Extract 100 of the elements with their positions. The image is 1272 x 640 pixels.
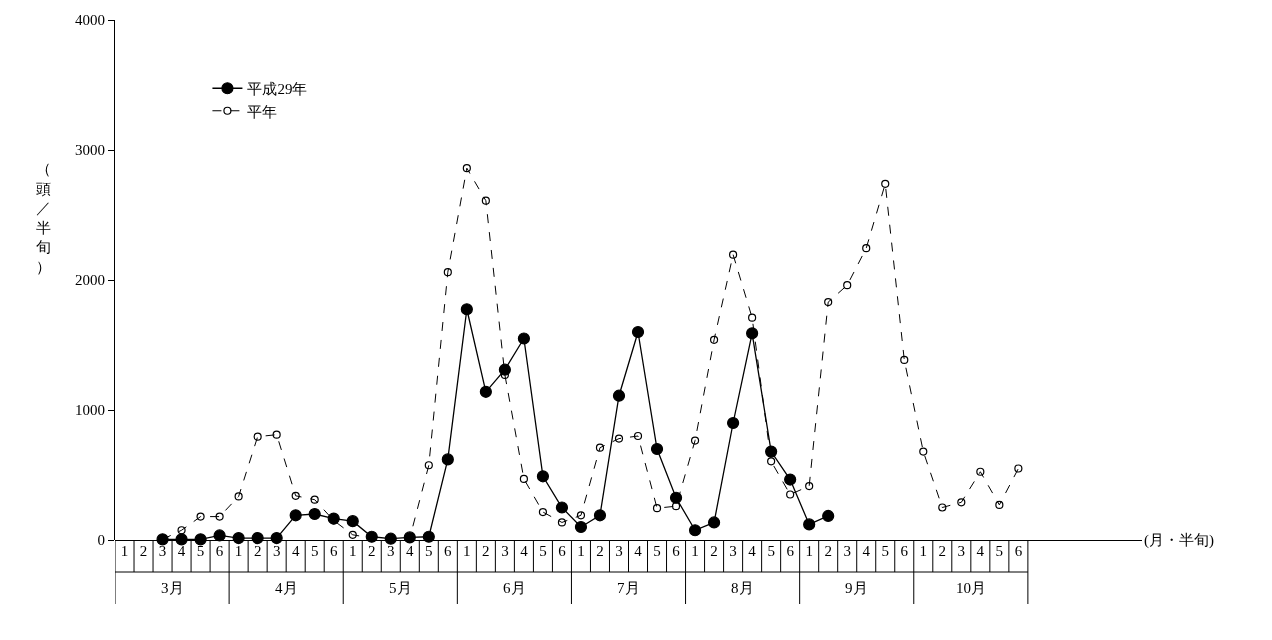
text: 4月: [275, 580, 298, 596]
x-tick-label: 5: [539, 543, 547, 559]
x-tick-label: 1: [919, 543, 928, 559]
point: [308, 507, 321, 521]
point: [310, 495, 319, 504]
x-tick-label: 5: [995, 543, 1004, 559]
x-tick-label: 5: [881, 543, 889, 559]
point: [690, 436, 700, 445]
x-tick-label: 1: [805, 543, 813, 559]
point: [177, 526, 186, 535]
x-tick-label: 3: [957, 543, 966, 559]
point: [213, 529, 226, 542]
x-tick-label: 5: [425, 543, 433, 559]
x-tick-label: 1: [120, 543, 129, 559]
x-tick-label: 5: [767, 543, 775, 559]
text: 6月: [503, 580, 526, 596]
point: [422, 530, 435, 543]
x-tick-label: 2: [938, 543, 947, 559]
point: [748, 313, 757, 322]
point: [441, 453, 454, 466]
point: [803, 518, 816, 531]
point: [805, 481, 814, 491]
point: [746, 327, 759, 340]
point: [460, 303, 473, 316]
x-tick-label: 2: [482, 543, 490, 559]
point: [576, 511, 586, 520]
point: [479, 385, 492, 398]
x-tick-label: 6: [1014, 543, 1023, 559]
point: [631, 325, 645, 339]
point: [481, 196, 490, 205]
y-tick-label: 3000: [75, 142, 105, 159]
point: [957, 498, 966, 507]
x-tick-label: 5: [196, 543, 205, 559]
x-tick-label: 6: [215, 543, 224, 559]
point: [291, 491, 300, 500]
point: [729, 250, 738, 259]
point: [536, 470, 550, 483]
point: [348, 530, 357, 539]
point: [707, 516, 721, 529]
point: [822, 509, 835, 523]
point: [786, 490, 795, 499]
point: [862, 244, 871, 253]
x-tick-label: 1: [234, 543, 243, 559]
text: 9月: [845, 580, 868, 596]
x-tick-label: 5: [653, 543, 661, 559]
y-axis-title: （頭／半旬）: [36, 161, 51, 275]
point: [424, 461, 433, 470]
x-tick-label: 4: [291, 543, 300, 559]
point: [272, 430, 281, 439]
point: [194, 533, 207, 546]
point: [652, 504, 662, 513]
point: [462, 164, 471, 173]
point: [881, 179, 890, 188]
point: [593, 509, 607, 522]
point: [671, 502, 681, 511]
point: [270, 531, 283, 545]
x-tick-label: 6: [900, 543, 909, 559]
text: 5月: [389, 580, 412, 596]
point: [519, 474, 528, 483]
point: [538, 507, 548, 517]
x-tick-label: 1: [348, 543, 357, 559]
text: 8月: [731, 580, 754, 596]
x-tick-label: 2: [139, 543, 148, 559]
point: [253, 432, 262, 441]
x-tick-label: 6: [329, 543, 338, 559]
text: 7月: [617, 580, 640, 596]
x-tick-label: 1: [577, 543, 585, 559]
x-tick-label: 4: [406, 543, 415, 559]
x-tick-label: 1: [463, 543, 471, 559]
x-tick-label: 3: [387, 543, 395, 559]
x-tick-label: 3: [272, 543, 281, 559]
point: [824, 298, 833, 307]
x-tick-label: 3: [729, 543, 737, 559]
point: [709, 335, 719, 344]
point: [976, 467, 985, 476]
x-tick-label: 6: [444, 543, 453, 559]
x-tick-label: 2: [710, 543, 718, 559]
x-tick-label: 4: [177, 543, 186, 559]
x-tick-label: 3: [158, 543, 167, 559]
point: [767, 457, 776, 466]
legend-label: 平年: [247, 103, 278, 120]
y-tick-label: 1000: [75, 402, 105, 419]
x-tick-label: 2: [253, 543, 262, 559]
point: [688, 524, 702, 537]
y-tick-label: 2000: [75, 272, 105, 289]
x-tick-label: 4: [520, 543, 529, 559]
x-tick-label: 2: [368, 543, 376, 559]
x-tick-label: 2: [824, 543, 832, 559]
point: [938, 503, 947, 512]
x-tick-label: 4: [748, 543, 757, 559]
x-tick-label: 6: [672, 543, 681, 559]
point: [555, 501, 569, 514]
point: [633, 431, 643, 441]
x-tick-label: 4: [634, 543, 643, 559]
point: [215, 512, 224, 521]
x-tick-label: 1: [691, 543, 699, 559]
point: [234, 492, 243, 501]
x-tick-label: 4: [862, 543, 871, 559]
x-tick-label: 6: [558, 543, 567, 559]
x-tick-label: 6: [786, 543, 795, 559]
